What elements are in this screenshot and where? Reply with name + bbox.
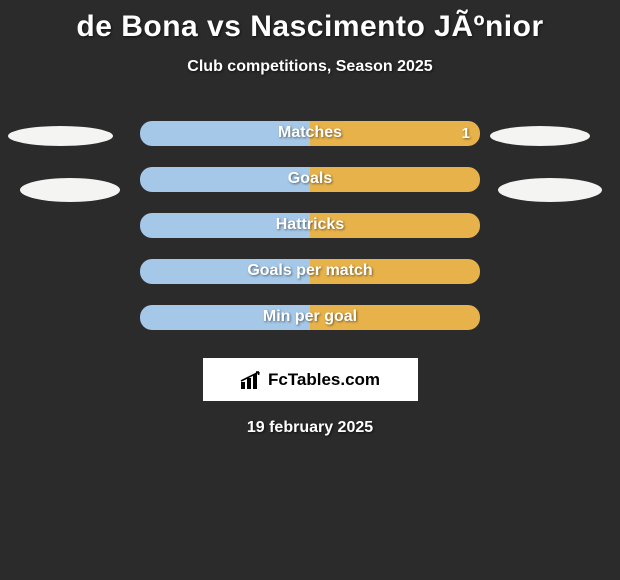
stat-bar: Min per goal — [140, 305, 480, 330]
side-ellipse-right — [490, 126, 590, 146]
logo-text: FcTables.com — [268, 370, 380, 390]
bar-left-fill — [140, 213, 310, 238]
side-ellipse-left — [20, 178, 120, 202]
fctables-logo: FcTables.com — [240, 370, 380, 390]
bars-icon — [240, 370, 264, 390]
date-text: 19 february 2025 — [0, 419, 620, 437]
stat-bar: Goals per match — [140, 259, 480, 284]
comparison-row: Hattricks — [0, 202, 620, 248]
side-ellipse-left — [8, 126, 113, 146]
stat-bar: Matches1 — [140, 121, 480, 146]
bar-right-fill — [310, 213, 480, 238]
page-title: de Bona vs Nascimento JÃºnior — [0, 0, 620, 44]
bar-left-fill — [140, 121, 310, 146]
stat-bar: Hattricks — [140, 213, 480, 238]
bar-left-fill — [140, 305, 310, 330]
side-ellipse-right — [498, 178, 602, 202]
comparison-row: Min per goal — [0, 294, 620, 340]
bar-right-fill — [310, 121, 480, 146]
bar-left-fill — [140, 259, 310, 284]
bar-left-fill — [140, 167, 310, 192]
bar-right-fill — [310, 259, 480, 284]
bar-right-fill — [310, 167, 480, 192]
stat-bar: Goals — [140, 167, 480, 192]
bar-right-fill — [310, 305, 480, 330]
comparison-row: Goals per match — [0, 248, 620, 294]
subtitle: Club competitions, Season 2025 — [0, 58, 620, 76]
logo-box: FcTables.com — [203, 358, 418, 401]
